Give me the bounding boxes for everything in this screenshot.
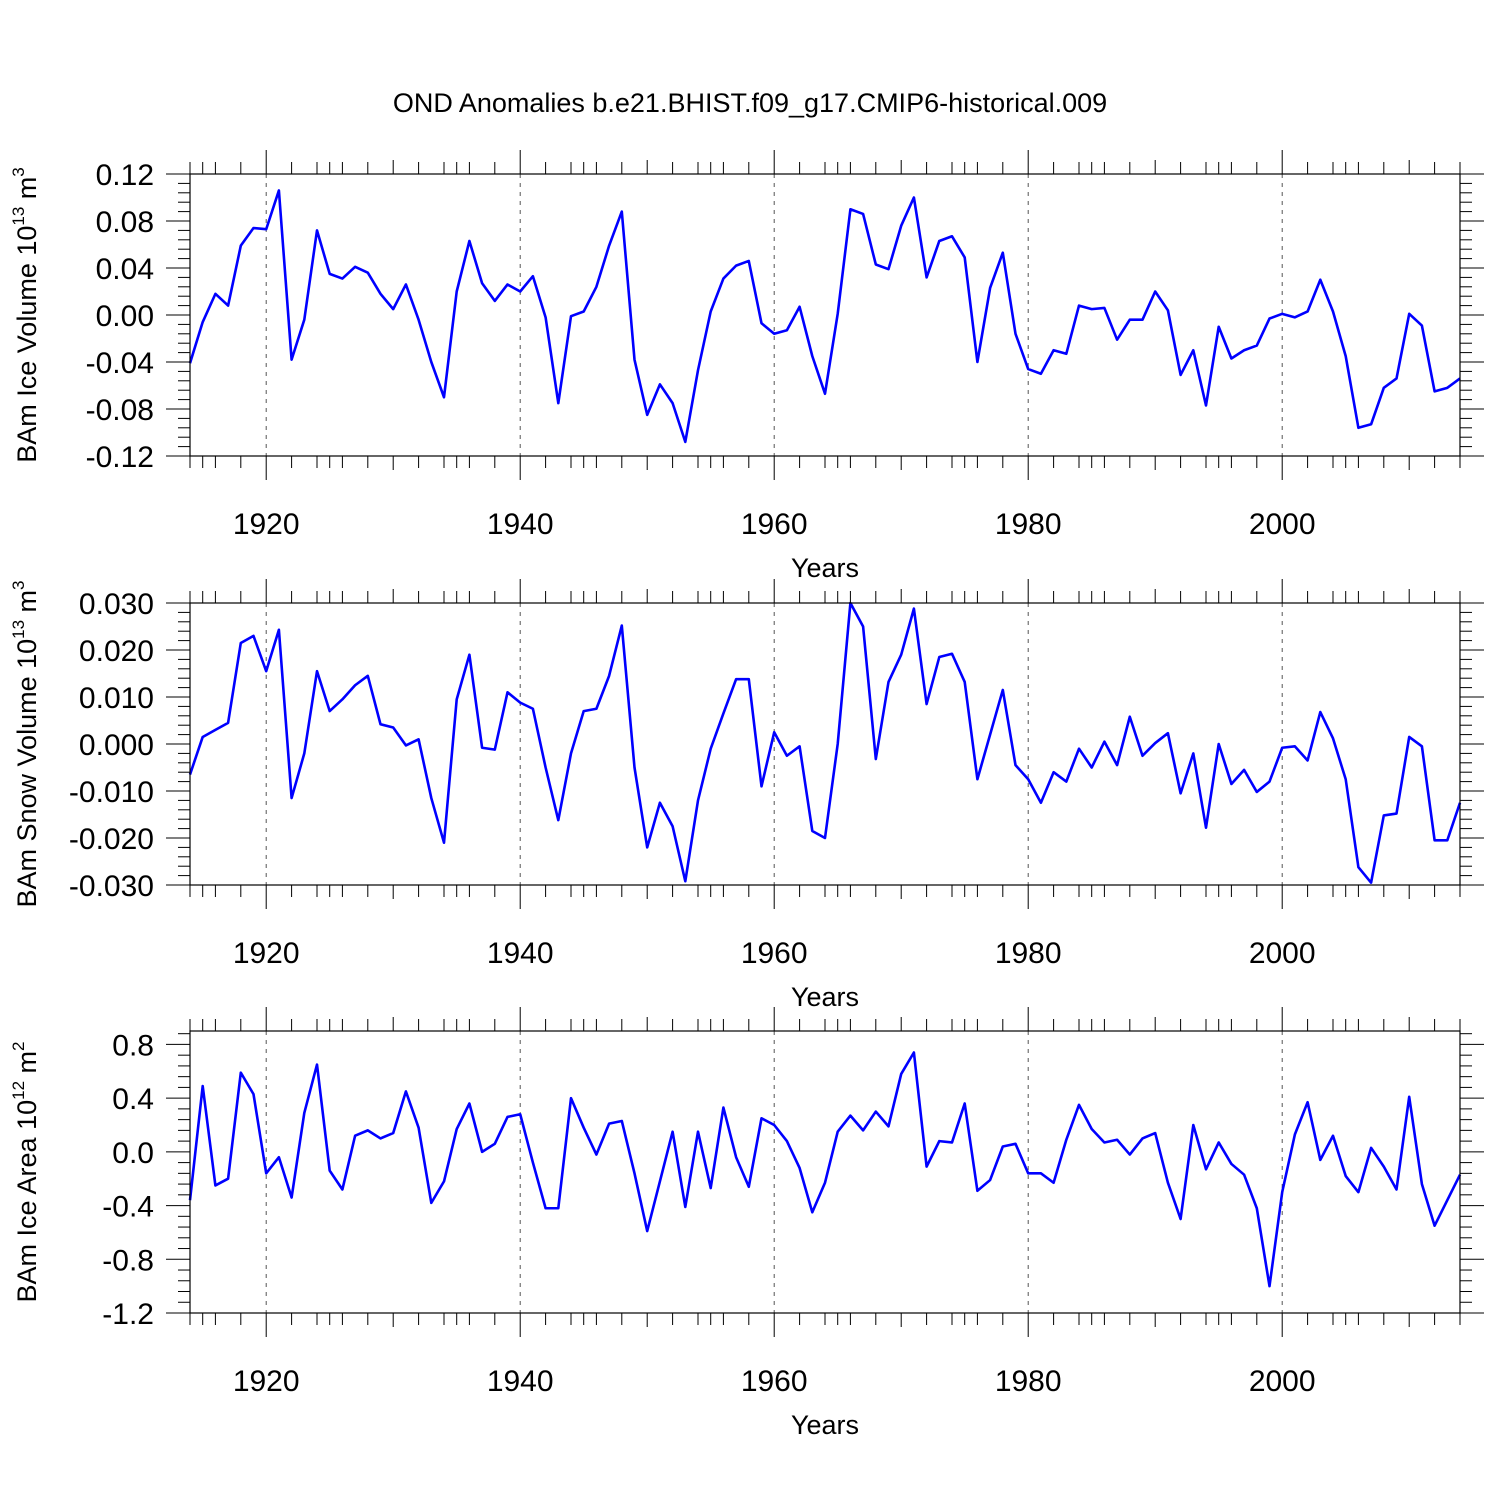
y-tick-label: 0.0 (112, 1137, 154, 1170)
data-series-line (188, 601, 1462, 884)
y-tick-label: -0.020 (69, 823, 154, 856)
y-tick-label: -0.010 (69, 776, 154, 809)
y-axis-label-exponent: 13 (9, 207, 28, 226)
y-axis-label-unit: m (12, 1051, 42, 1081)
x-axis-label: Years (791, 982, 859, 1012)
y-tick-label: 0.04 (96, 253, 154, 286)
y-axis-label-unit-exponent: 2 (9, 1042, 28, 1051)
y-axis-label-base: BAm Ice Area 10 (12, 1100, 42, 1303)
plot-frame (189, 602, 1461, 886)
plot-frame (189, 1030, 1461, 1314)
y-axis-label-unit: m (12, 590, 42, 620)
y-axis-label-exponent: 13 (9, 620, 28, 639)
y-tick-label: -0.4 (102, 1191, 154, 1224)
x-tick-label: 1980 (995, 508, 1062, 541)
y-axis-label: BAm Ice Area 1012 m2 (9, 1042, 42, 1303)
y-tick-label: 0.12 (96, 159, 154, 192)
y-tick-label: -0.12 (86, 441, 154, 474)
y-axis-label-unit-exponent: 3 (9, 167, 28, 176)
x-tick-label: 1960 (741, 508, 808, 541)
x-tick-label: 1960 (741, 1365, 808, 1398)
panel-snow-volume: -0.030 -0.020 -0.010 0.000 0.010 0.020 0.030 19… (9, 579, 1484, 1012)
y-tick-label: 0.8 (112, 1029, 154, 1062)
y-tick-label: 0.030 (79, 588, 154, 621)
y-axis-label-base: BAm Snow Volume 10 (12, 639, 42, 908)
y-tick-label: -0.8 (102, 1244, 154, 1277)
x-tick-label: 2000 (1249, 937, 1316, 970)
x-axis-label: Years (791, 1410, 859, 1440)
x-tick-label: 1980 (995, 1365, 1062, 1398)
x-tick-label: 2000 (1249, 508, 1316, 541)
y-tick-label: 0.08 (96, 206, 154, 239)
y-axis-label-unit-exponent: 3 (9, 580, 28, 589)
x-tick-label: 1960 (741, 937, 808, 970)
y-tick-label: 0.000 (79, 729, 154, 762)
x-tick-label: 1940 (487, 508, 554, 541)
x-tick-label: 1920 (233, 1365, 300, 1398)
y-tick-label: -0.030 (69, 870, 154, 903)
panel-ice-area: -1.2 -0.8 -0.4 0.0 0.4 0.8 1920 1940 1960 1980 200… (9, 1007, 1484, 1440)
x-tick-label: 1940 (487, 1365, 554, 1398)
figure-title: OND Anomalies b.e21.BHIST.f09_g17.CMIP6-… (393, 88, 1107, 118)
y-tick-label: 0.4 (112, 1083, 154, 1116)
x-tick-label: 1980 (995, 937, 1062, 970)
x-tick-label: 1920 (233, 508, 300, 541)
y-axis-label-unit: m (12, 177, 42, 207)
y-tick-label: 0.00 (96, 300, 154, 333)
data-series-line (188, 189, 1461, 444)
y-axis-label-exponent: 12 (9, 1081, 28, 1100)
plot-frame (189, 173, 1461, 457)
x-axis-label: Years (791, 553, 859, 583)
y-tick-label: -0.08 (86, 394, 154, 427)
x-tick-label: 2000 (1249, 1365, 1316, 1398)
y-tick-label: -0.04 (86, 347, 154, 380)
x-tick-label: 1920 (233, 937, 300, 970)
y-tick-label: 0.020 (79, 635, 154, 668)
y-tick-label: -1.2 (102, 1298, 154, 1331)
y-axis-label-base: BAm Ice Volume 10 (12, 226, 42, 463)
y-tick-label: 0.010 (79, 682, 154, 715)
data-series-line (188, 1051, 1462, 1288)
y-axis-label: BAm Ice Volume 1013 m3 (9, 167, 42, 463)
y-axis-label: BAm Snow Volume 1013 m3 (9, 580, 42, 907)
panel-ice-volume: -0.12 -0.08 -0.04 0.00 0.04 0.08 0.12 1920 1940 1… (9, 150, 1484, 583)
x-tick-label: 1940 (487, 937, 554, 970)
